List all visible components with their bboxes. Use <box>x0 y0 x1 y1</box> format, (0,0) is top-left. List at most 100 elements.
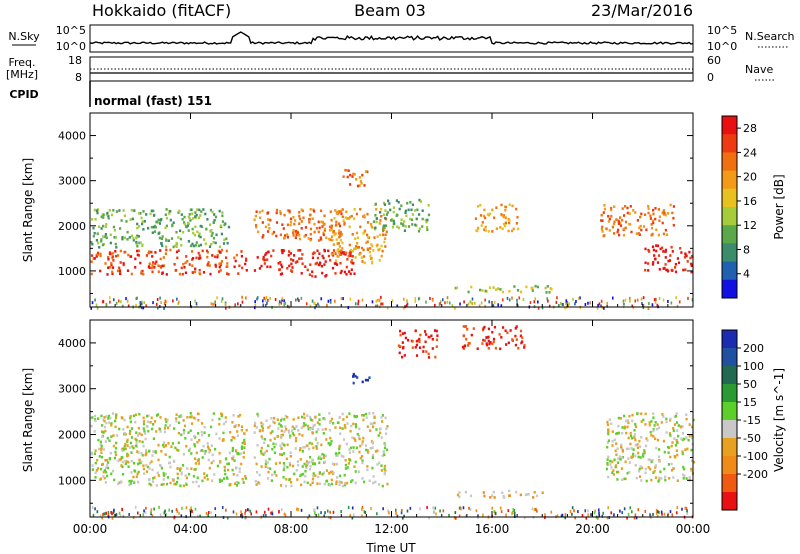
scatter-cell <box>647 306 650 310</box>
scatter-cell <box>246 508 249 512</box>
echo-cell <box>334 426 337 429</box>
echo-cell <box>684 448 687 451</box>
scatter-cell <box>394 508 397 512</box>
echo-cell <box>185 483 188 487</box>
echo-cell <box>621 450 624 453</box>
echo-cell <box>640 479 643 482</box>
echo-cell <box>314 415 317 419</box>
echo-cell <box>338 222 341 225</box>
echo-cell <box>318 422 321 426</box>
echo-cell <box>157 458 160 462</box>
echo-cell <box>289 434 292 438</box>
echo-cell <box>332 243 335 246</box>
echo-cell <box>601 219 604 222</box>
scatter-cell <box>378 298 381 302</box>
echo-cell <box>499 226 502 229</box>
echo-cell <box>667 451 670 454</box>
echo-cell <box>272 230 276 234</box>
echo-cell <box>664 213 667 217</box>
y-tick-label: 3000 <box>58 383 86 396</box>
echo-cell <box>136 226 139 230</box>
echo-cell <box>639 215 642 219</box>
echo-cell <box>272 442 275 446</box>
echo-cell <box>690 264 693 267</box>
echo-cell <box>317 475 320 479</box>
echo-cell <box>602 234 605 238</box>
scatter-cell <box>329 516 332 520</box>
echo-cell <box>610 466 613 469</box>
echo-cell <box>365 241 368 245</box>
scatter-cell <box>102 300 105 304</box>
scatter-cell <box>537 306 540 310</box>
echo-cell <box>107 461 110 464</box>
echo-cell <box>240 428 243 432</box>
echo-cell <box>140 270 143 274</box>
echo-cell <box>638 439 641 443</box>
scatter-cell <box>587 509 589 513</box>
echo-cell <box>650 478 653 482</box>
echo-cell <box>100 215 103 219</box>
echo-cell <box>328 421 332 424</box>
echo-cell <box>675 412 678 415</box>
scatter-cell <box>467 302 470 306</box>
echo-cell <box>606 420 609 424</box>
echo-cell <box>658 215 661 219</box>
scatter-cell <box>267 298 269 302</box>
echo-cell <box>329 228 332 232</box>
echo-cell <box>129 441 133 445</box>
echo-cell <box>107 257 110 261</box>
echo-cell <box>626 206 629 210</box>
echo-cell <box>164 252 167 255</box>
echo-cell <box>263 262 266 265</box>
echo-cell <box>424 330 427 333</box>
echo-cell <box>211 254 214 257</box>
echo-cell <box>260 452 263 455</box>
scatter-cell <box>555 300 558 304</box>
scatter-cell <box>414 299 417 303</box>
scatter-cell <box>459 302 461 306</box>
echo-cell <box>369 254 372 258</box>
echo-cell <box>142 272 145 276</box>
echo-cell <box>99 448 103 451</box>
echo-cell <box>195 451 198 455</box>
echo-cell <box>672 476 675 479</box>
echo-cell <box>371 441 374 444</box>
echo-cell <box>673 423 677 426</box>
echo-cell <box>113 236 116 239</box>
echo-cell <box>389 208 392 212</box>
echo-cell <box>164 417 167 421</box>
echo-cell <box>180 471 183 474</box>
scatter-cell <box>387 509 389 513</box>
echo-cell <box>266 258 269 261</box>
echo-cell <box>676 257 679 260</box>
scatter-cell <box>577 297 580 301</box>
scatter-cell <box>300 508 303 512</box>
echo-cell <box>244 474 247 478</box>
echo-cell <box>686 447 689 451</box>
echo-cell <box>141 453 144 457</box>
echo-cell <box>118 269 122 272</box>
echo-cell <box>392 210 395 214</box>
echo-cell <box>285 478 288 481</box>
scatter-cell <box>409 506 412 510</box>
scatter-cell <box>135 297 138 301</box>
echo-cell <box>219 461 222 465</box>
echo-cell <box>113 478 116 482</box>
scatter-cell <box>136 296 139 300</box>
echo-cell <box>314 262 317 266</box>
echo-cell <box>386 425 389 428</box>
echo-cell <box>652 248 655 252</box>
scatter-cell <box>629 299 631 303</box>
echo-cell <box>92 234 95 238</box>
echo-cell <box>96 458 99 462</box>
echo-cell <box>109 241 112 245</box>
scatter-cell <box>533 507 536 511</box>
scatter-cell <box>401 508 403 512</box>
scatter-cell <box>575 299 577 303</box>
scatter-cell <box>244 511 246 515</box>
x-tick-label: 20:00 <box>575 522 610 536</box>
echo-cell <box>669 434 672 437</box>
echo-cell <box>606 445 609 449</box>
scatter-cell <box>220 299 223 303</box>
echo-cell <box>223 469 226 472</box>
